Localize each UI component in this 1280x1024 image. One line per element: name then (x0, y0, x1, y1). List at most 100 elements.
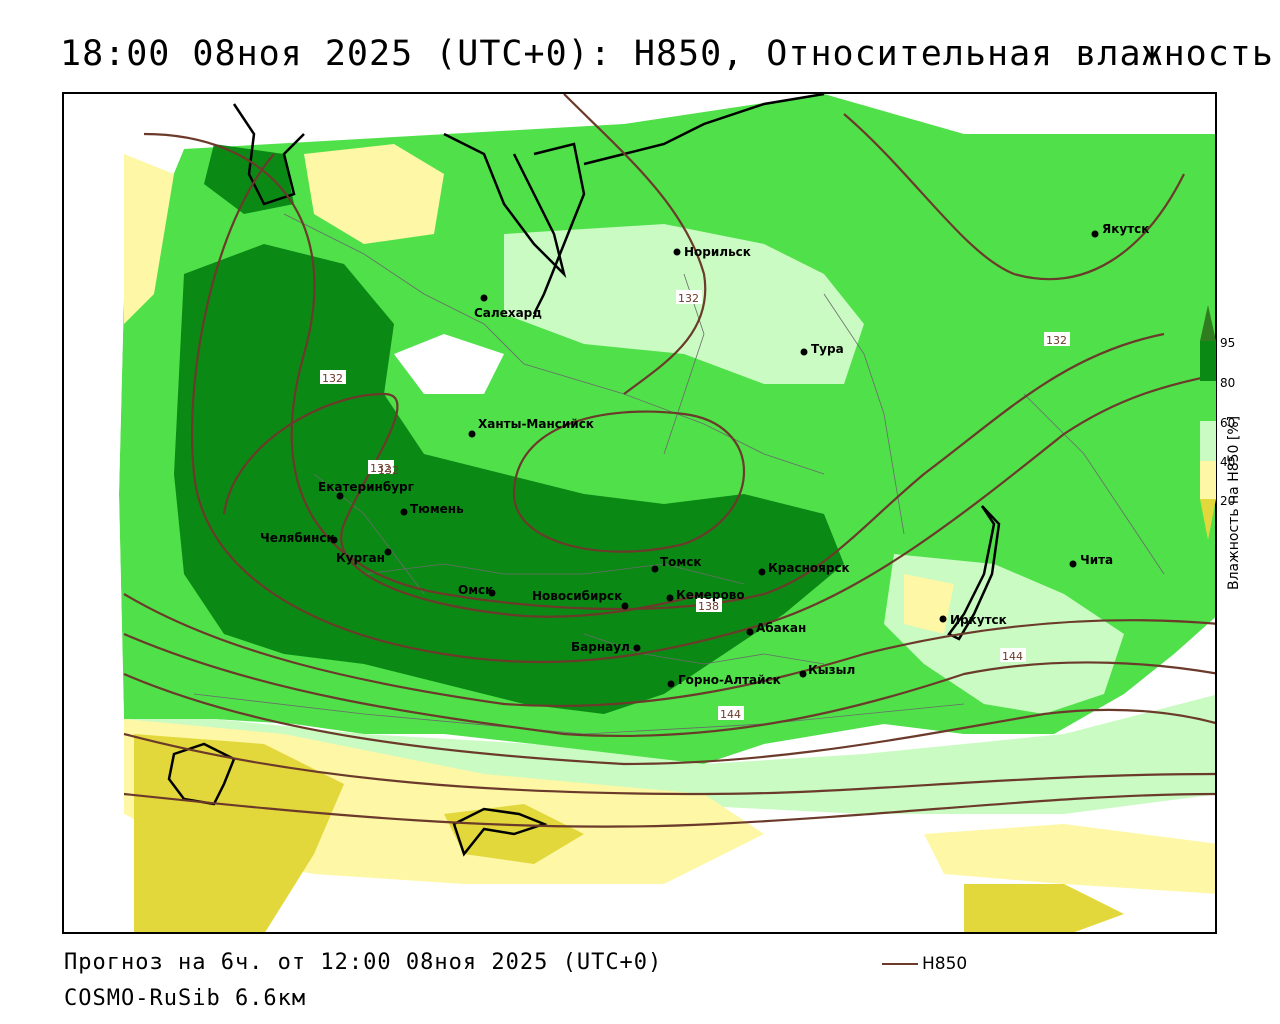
contour-labels: 132 132 132 132 138 144 (320, 290, 1070, 721)
contour-line (123, 632, 1215, 738)
contour-line (123, 792, 1215, 828)
contour-label-text: 132 (1046, 334, 1067, 347)
colorbar-tick: 80 (1220, 376, 1236, 390)
colorbar-tick: 60 (1220, 416, 1236, 430)
humidity-0-20-area (924, 824, 1215, 894)
map-title: 18:00 08ноя 2025 (UTC+0): H850, Относите… (60, 34, 1274, 74)
boundary-line (283, 213, 525, 365)
city-dot (480, 294, 488, 302)
colorbar-title: Влажность на H850 [%] (1226, 415, 1242, 590)
contour-label: 138 (696, 598, 722, 613)
city-dot (939, 615, 947, 623)
city-dot (336, 492, 344, 500)
colorbar-bottom-arrow (1200, 499, 1216, 540)
city-dot (384, 548, 392, 556)
city-label: Томск (660, 555, 702, 569)
coastline-gydan (532, 142, 586, 315)
contour-label: 132 (1044, 332, 1070, 347)
city-label: Барнаул (571, 640, 630, 654)
aral-lake (452, 807, 548, 857)
contour-line (843, 113, 1185, 281)
city-label: Норильск (684, 245, 751, 259)
boundary-line (523, 363, 825, 475)
contour-label: 132 (378, 464, 399, 477)
city-dot (488, 589, 496, 597)
boundary-line (1023, 393, 1165, 575)
contour-line (191, 153, 1215, 664)
contour-label: 132 (368, 460, 394, 475)
city-label: Кемерово (676, 588, 745, 602)
colorbar-band-80-95 (1200, 341, 1216, 381)
humidity-80-95-area (174, 244, 844, 714)
contour-label: 144 (718, 706, 744, 721)
humidity-low-area (964, 884, 1124, 932)
humidity-20-40-area (394, 334, 504, 394)
city-label: Челябинск (260, 531, 335, 545)
contour-label-text: 132 (378, 464, 399, 477)
city-dot (666, 594, 674, 602)
contour-label: 144 (1000, 648, 1026, 663)
admin-boundaries (193, 213, 1165, 735)
city-dot (758, 568, 766, 576)
city-dot (800, 348, 808, 356)
colorbar-band-60-80 (1200, 381, 1216, 421)
city-label: Омск (458, 583, 493, 597)
contour-label-text: 138 (698, 600, 719, 613)
humidity-0-20-area (304, 144, 444, 244)
city-label: Новосибирск (532, 589, 622, 603)
h850-contours (123, 94, 1215, 828)
colorbar-band-20-40 (1200, 461, 1216, 499)
contour-label: 132 (676, 290, 702, 305)
city-label: Иркутск (950, 613, 1007, 627)
boundary-line (823, 293, 905, 535)
city-dot (651, 565, 659, 573)
boundary-line (363, 563, 745, 585)
city-label: Чита (1080, 553, 1113, 567)
colorbar (1200, 305, 1216, 540)
humidity-low-area (134, 734, 344, 932)
city-dot (621, 602, 629, 610)
colorbar-band-40-60 (1200, 421, 1216, 461)
city-dot (673, 248, 681, 256)
city-dot (468, 430, 476, 438)
city-dot (633, 644, 641, 652)
city-markers: Норильск Якутск Салехард Тура Ханты-Манс… (260, 222, 1149, 688)
city-label: Тура (811, 342, 844, 356)
coastline-yamal (443, 132, 567, 279)
forecast-info: Прогноз на 6ч. от 12:00 08ноя 2025 (UTC+… (64, 950, 663, 975)
city-dot (746, 628, 754, 636)
city-label: Горно-Алтайск (678, 673, 781, 687)
city-label: Абакан (756, 621, 806, 635)
city-dot (799, 670, 807, 678)
coastline-taymyr (583, 94, 825, 166)
map-panel: 132 132 132 132 138 144 (62, 92, 1217, 934)
city-label: Курган (336, 551, 385, 565)
coastlines (167, 94, 1001, 857)
contour-line (143, 132, 1165, 611)
contour-line (563, 94, 707, 395)
city-label: Салехард (474, 306, 542, 320)
contour-label-text: 132 (322, 372, 343, 385)
city-label: Екатеринбург (318, 480, 414, 494)
contour-label-text: 144 (720, 708, 741, 721)
contour-line (123, 732, 1215, 796)
city-label: Якутск (1102, 222, 1149, 236)
contour-line (123, 672, 1215, 766)
humidity-20-40-area (64, 94, 184, 719)
city-label: Красноярск (768, 561, 850, 575)
contour-label-text: 132 (370, 462, 391, 475)
city-label: Ханты-Мансийск (478, 417, 594, 431)
colorbar-tick: 95 (1220, 336, 1236, 350)
humidity-80-95-area (204, 144, 294, 214)
colorbar-tick: 20 (1220, 494, 1236, 508)
h850-legend-label: H850 (922, 954, 968, 974)
city-label: Тюмень (410, 502, 464, 516)
caspian-region-lake (167, 742, 236, 806)
colorbar-tick: 40 (1220, 455, 1236, 469)
city-dot (400, 508, 408, 516)
city-dot (330, 536, 338, 544)
model-info: COSMO-RuSib 6.6км (64, 986, 307, 1011)
contour-label: 132 (320, 370, 346, 385)
contour-line (512, 410, 745, 553)
contour-label-text: 132 (678, 292, 699, 305)
